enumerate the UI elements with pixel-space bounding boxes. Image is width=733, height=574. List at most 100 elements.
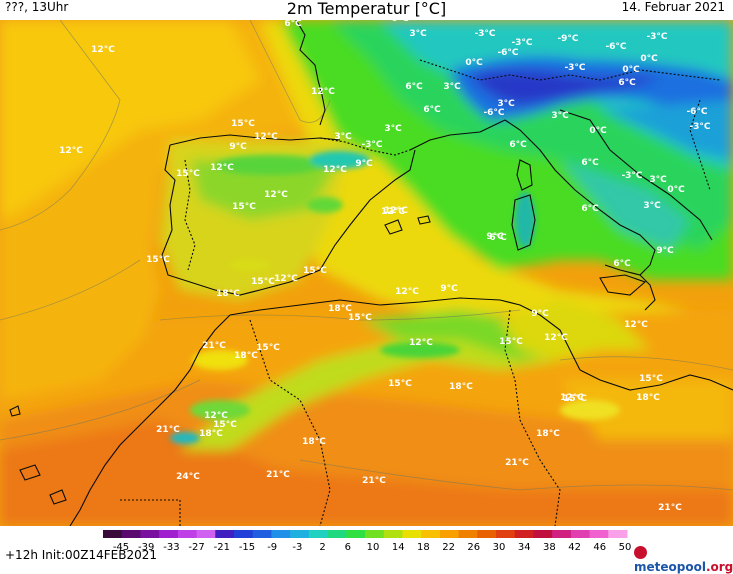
color-scale-swatch <box>177 530 198 538</box>
temperature-label: 3°C <box>443 82 461 92</box>
temperature-label: 6°C <box>509 140 527 150</box>
color-scale-tick: 42 <box>568 542 581 553</box>
temperature-label: 3°C <box>384 124 402 134</box>
color-scale-tick: 38 <box>543 542 556 553</box>
color-scale-tick: 6 <box>345 542 351 553</box>
color-scale-swatch <box>290 530 310 538</box>
color-scale-swatch <box>589 530 609 538</box>
temperature-label: 18°C <box>199 429 223 439</box>
color-scale-tick: -33 <box>163 542 179 553</box>
temperature-label: 12°C <box>91 45 115 55</box>
temperature-label: 3°C <box>497 99 515 109</box>
color-scale-swatch <box>103 530 123 538</box>
temperature-label: 12°C <box>560 393 584 403</box>
color-scale-swatch <box>533 530 553 538</box>
forecast-date: 14. Februar 2021 <box>621 0 725 14</box>
temperature-label: -6°C <box>497 48 518 58</box>
temperature-label: 12°C <box>59 146 83 156</box>
color-scale-tick: 18 <box>417 542 430 553</box>
temperature-label: 6°C <box>581 204 599 214</box>
temperature-label: 15°C <box>176 169 200 179</box>
temperature-label: 21°C <box>505 458 529 468</box>
temperature-label: 6°C <box>423 105 441 115</box>
temperature-label: 12°C <box>409 338 433 348</box>
temperature-label: 21°C <box>202 341 226 351</box>
temperature-label: 6°C <box>618 78 636 88</box>
color-scale-tick: 10 <box>367 542 380 553</box>
color-scale-swatch <box>271 530 291 538</box>
temperature-label: 12°C <box>624 320 648 330</box>
temperature-label: 21°C <box>362 476 386 486</box>
color-scale-swatch <box>365 530 385 538</box>
temperature-label: 12°C <box>544 333 568 343</box>
logo-icon <box>634 546 647 559</box>
isotherms <box>0 20 733 491</box>
color-scale-swatch <box>121 530 141 538</box>
temperature-label: 0°C <box>465 58 483 68</box>
color-scale-tick: -15 <box>239 542 255 553</box>
temperature-field <box>0 20 733 526</box>
temperature-label: 18°C <box>636 393 660 403</box>
color-scale-tick: 50 <box>619 542 632 553</box>
color-scale-swatch <box>552 530 572 538</box>
temperature-label: 9°C <box>355 159 373 169</box>
color-scale-swatch <box>477 530 497 538</box>
temperature-label: 0°C <box>391 20 409 24</box>
temperature-label: 18°C <box>328 304 352 314</box>
temperature-label: 21°C <box>266 470 290 480</box>
color-scale-tick: -3 <box>292 542 302 553</box>
temperature-label: -3°C <box>361 140 382 150</box>
temperature-label: 9°C <box>229 142 247 152</box>
temperature-label: 6°C <box>581 158 599 168</box>
temperature-label: -3°C <box>511 38 532 48</box>
color-scale-swatch <box>402 530 422 538</box>
temperature-label: 9°C <box>531 309 549 319</box>
temperature-label: 15°C <box>303 266 327 276</box>
temperature-label: -6°C <box>686 107 707 117</box>
temperature-label: 12°C <box>384 206 408 216</box>
temperature-map: 0°C6°C3°C-3°C-3°C-9°C-6°C-3°C12°C0°C-6°C… <box>0 20 733 526</box>
temperature-label: -3°C <box>621 171 642 181</box>
temperature-label: 0°C <box>589 126 607 136</box>
temperature-label: 0°C <box>622 65 640 75</box>
temperature-label: 15°C <box>348 313 372 323</box>
temperature-label: 15°C <box>231 119 255 129</box>
color-scale-tick: -21 <box>214 542 230 553</box>
init-time-label: +12h Init:00Z14FEB2021 <box>5 548 157 562</box>
color-scale-swatch <box>159 530 179 538</box>
color-scale-swatch <box>608 530 628 538</box>
brand-name: meteopool <box>634 560 706 574</box>
temperature-label: 21°C <box>156 425 180 435</box>
terrain-details <box>170 151 620 444</box>
color-scale-swatch <box>458 530 478 538</box>
color-scale-swatch <box>383 530 403 538</box>
color-scale-swatch <box>196 530 216 538</box>
map-canvas: 0°C6°C3°C-3°C-3°C-9°C-6°C-3°C12°C0°C-6°C… <box>0 20 733 526</box>
color-scale-swatch <box>346 530 366 538</box>
temperature-label: 15°C <box>251 277 275 287</box>
temperature-label: 6°C <box>284 20 302 29</box>
temperature-label: 18°C <box>216 289 240 299</box>
temperature-label: 3°C <box>649 175 667 185</box>
color-scale-swatch <box>252 530 272 538</box>
temperature-label: 9°C <box>440 284 458 294</box>
temperature-label: 6°C <box>405 82 423 92</box>
temperature-label: 12°C <box>381 207 405 217</box>
temperature-labels: 0°C6°C3°C-3°C-3°C-9°C-6°C-3°C12°C0°C-6°C… <box>59 20 711 513</box>
temperature-label: 9°C <box>486 232 504 242</box>
color-scale-swatch <box>215 530 235 538</box>
temperature-label: 15°C <box>639 374 663 384</box>
temperature-label: 18°C <box>536 429 560 439</box>
color-scale-swatch <box>234 530 254 538</box>
temperature-label: 12°C <box>274 274 298 284</box>
color-scale-tick: -9 <box>267 542 277 553</box>
temperature-label: 15°C <box>563 394 587 404</box>
brand-logo[interactable]: meteopool.org <box>634 546 733 574</box>
color-scale: -45 -39 -33 -27 -21 -15 -9 -3 2 6 10 14 18 22 26 30 34 38… <box>103 530 632 553</box>
temperature-label: 12°C <box>311 87 335 97</box>
temperature-label: 12°C <box>254 132 278 142</box>
temperature-label: -3°C <box>646 32 667 42</box>
color-scale-swatch <box>439 530 460 538</box>
temperature-label: 12°C <box>323 165 347 175</box>
temperature-label: 3°C <box>409 29 427 39</box>
